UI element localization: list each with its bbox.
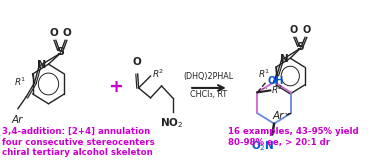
Text: (DHQ)2PHAL: (DHQ)2PHAL	[184, 72, 234, 81]
Text: +: +	[108, 78, 123, 96]
Text: ···: ···	[260, 85, 268, 94]
Text: 3,4-addition: [2+4] annulation: 3,4-addition: [2+4] annulation	[2, 127, 150, 136]
Text: NO$_2$: NO$_2$	[160, 117, 183, 131]
Text: $R^1$: $R^1$	[14, 76, 26, 88]
Text: Ar: Ar	[11, 115, 23, 125]
Text: S: S	[56, 47, 65, 57]
Text: 80-98% ee, > 20:1 dr: 80-98% ee, > 20:1 dr	[228, 138, 330, 146]
Text: $R^2$: $R^2$	[271, 83, 284, 96]
Text: $R^2$: $R^2$	[152, 68, 165, 80]
Text: 16 examples, 43-95% yield: 16 examples, 43-95% yield	[228, 127, 358, 136]
Text: O: O	[132, 57, 141, 67]
Text: CHCl₃, RT: CHCl₃, RT	[191, 90, 228, 99]
Text: O$_2$N: O$_2$N	[251, 139, 275, 153]
Text: ····: ····	[284, 111, 293, 117]
Text: $R^1$: $R^1$	[258, 68, 270, 80]
Text: OH: OH	[268, 75, 284, 86]
Text: O: O	[50, 28, 58, 38]
Text: four consecutive stereocenters: four consecutive stereocenters	[2, 138, 154, 146]
Text: S: S	[297, 42, 304, 52]
Text: N: N	[280, 54, 289, 64]
Text: chiral tertiary alcohol skeleton: chiral tertiary alcohol skeleton	[2, 148, 152, 157]
Text: O: O	[62, 28, 71, 38]
Text: O: O	[290, 25, 298, 35]
Text: Ar: Ar	[273, 111, 284, 121]
Text: N: N	[37, 60, 46, 70]
Text: O: O	[303, 25, 311, 35]
